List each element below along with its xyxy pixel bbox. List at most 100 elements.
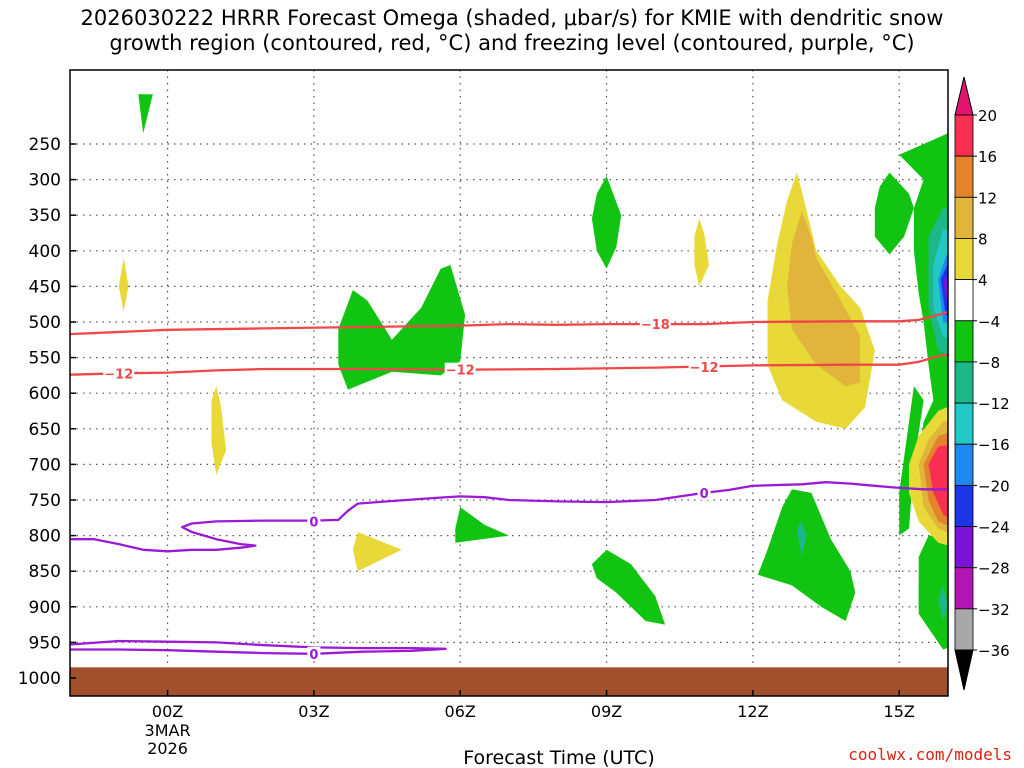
colorbar-label-1: 16 bbox=[978, 148, 997, 166]
y-tick-label-1000: 1000 bbox=[18, 669, 61, 689]
y-tick-label-550: 550 bbox=[29, 349, 61, 369]
contour-label-bg bbox=[103, 366, 135, 381]
omega-region-4 bbox=[694, 218, 709, 287]
contour-line-3 bbox=[70, 639, 447, 655]
contour-label-bg bbox=[697, 485, 711, 500]
y-tick-label-650: 650 bbox=[29, 420, 61, 440]
omega-region-20 bbox=[943, 273, 948, 308]
x-tick-label-15Z: 15Z bbox=[884, 702, 915, 721]
y-tick-label-400: 400 bbox=[29, 242, 61, 262]
y-tick-label-750: 750 bbox=[29, 491, 61, 511]
x-axis-label: Forecast Time (UTC) bbox=[463, 747, 654, 768]
x-tick-sublabel: 2026 bbox=[147, 739, 188, 758]
x-tick-sublabel: 3MAR bbox=[145, 721, 191, 740]
contour-label-bg bbox=[444, 362, 476, 377]
omega-region-3 bbox=[352, 532, 402, 572]
terrain-ground bbox=[70, 667, 948, 696]
colorbar-label-9: −20 bbox=[978, 477, 1010, 495]
omega-region-25 bbox=[918, 571, 948, 639]
terrain bbox=[70, 667, 948, 696]
colorbar-swatch-3 bbox=[954, 238, 974, 281]
y-tick-label-800: 800 bbox=[29, 527, 61, 547]
colorbar-swatch-0 bbox=[954, 114, 974, 157]
colorbar-label-4: 4 bbox=[978, 272, 988, 290]
omega-region-13 bbox=[796, 521, 807, 557]
colorbar-swatch-8 bbox=[954, 443, 974, 486]
y-tick-label-500: 500 bbox=[29, 313, 61, 333]
plot-frame bbox=[69, 69, 949, 697]
contour-label-1-2: −12 bbox=[690, 361, 719, 376]
y-tick-label-300: 300 bbox=[29, 171, 61, 191]
colorbar-label-6: −8 bbox=[978, 354, 1000, 372]
x-tick-label-12Z: 12Z bbox=[737, 702, 768, 721]
colorbar-label-7: −12 bbox=[978, 395, 1010, 413]
contour-line-0 bbox=[70, 310, 948, 336]
colorbar-swatch-10 bbox=[954, 526, 974, 569]
chart-title: 2026030222 HRRR Forecast Omega (shaded, … bbox=[0, 6, 1024, 56]
omega-region-10 bbox=[787, 211, 861, 387]
y-tick-label-900: 900 bbox=[29, 598, 61, 618]
colorbar-swatch-5 bbox=[954, 320, 974, 363]
x-tick-label-06Z: 06Z bbox=[445, 702, 476, 721]
omega-region-11 bbox=[874, 172, 914, 255]
omega-region-8 bbox=[591, 549, 666, 625]
y-tick-label-250: 250 bbox=[29, 135, 61, 155]
colorbar-swatch-12 bbox=[954, 608, 974, 651]
colorbar-label-0: 20 bbox=[978, 107, 997, 125]
grid-lines bbox=[70, 70, 948, 696]
contour-label-2-0: 0 bbox=[309, 515, 318, 530]
colorbar-label-5: −4 bbox=[978, 313, 1000, 331]
chart-title-line-1: 2026030222 HRRR Forecast Omega (shaded, … bbox=[80, 6, 944, 30]
y-tick-label-700: 700 bbox=[29, 455, 61, 475]
colorbar-swatch-1 bbox=[954, 155, 974, 198]
omega-region-5 bbox=[338, 265, 466, 390]
contour-label-1-1: −12 bbox=[446, 364, 475, 379]
colorbar: 20 16 12 8 4 −4 −8 −12 −16 −20 −24 −28 −32 −36 bbox=[954, 76, 1010, 691]
y-tick-label-600: 600 bbox=[29, 384, 61, 404]
omega-region-2 bbox=[211, 386, 227, 476]
colorbar-swatch-2 bbox=[954, 196, 974, 239]
x-tick-label-03Z: 03Z bbox=[298, 702, 329, 721]
colorbar-swatch-6 bbox=[954, 361, 974, 404]
omega-region-26 bbox=[938, 585, 948, 621]
colorbar-label-10: −24 bbox=[978, 519, 1010, 537]
y-tick-label-850: 850 bbox=[29, 562, 61, 582]
x-tick-label-09Z: 09Z bbox=[591, 702, 622, 721]
omega-region-12 bbox=[757, 489, 856, 621]
chart-title-line-2: growth region (contoured, red, °C) and f… bbox=[109, 31, 915, 55]
contour-label-bg bbox=[688, 359, 720, 374]
credit-text: coolwx.com/models bbox=[848, 745, 1012, 764]
colorbar-label-3: 8 bbox=[978, 230, 988, 248]
contour-label-0-0: −18 bbox=[641, 318, 670, 333]
colorbar-swatch-4 bbox=[954, 279, 974, 322]
colorbar-label-8: −16 bbox=[978, 436, 1010, 454]
contour-label-bg bbox=[307, 514, 321, 529]
colorbar-label-2: 12 bbox=[978, 189, 997, 207]
y-tick-label-950: 950 bbox=[29, 633, 61, 653]
colorbar-top-cap bbox=[954, 76, 974, 116]
contour-label-bg bbox=[307, 646, 321, 661]
colorbar-label-12: −32 bbox=[978, 601, 1010, 619]
contour-line-2 bbox=[70, 481, 948, 553]
omega-region-0 bbox=[138, 94, 153, 134]
x-tick-label-00Z: 00Z bbox=[152, 702, 183, 721]
contour-line-1 bbox=[70, 353, 948, 376]
axes: 250 300 350 400 450 500 550 600 650 700 750 800 850 9… bbox=[18, 135, 915, 768]
omega-region-24 bbox=[928, 445, 948, 518]
omega-region-19 bbox=[940, 263, 948, 316]
colorbar-swatch-11 bbox=[954, 567, 974, 610]
colorbar-label-13: −36 bbox=[978, 642, 1010, 660]
omega-region-1 bbox=[118, 257, 129, 312]
omega-region-6 bbox=[455, 507, 509, 543]
omega-region-7 bbox=[591, 176, 622, 269]
y-tick-label-450: 450 bbox=[29, 277, 61, 297]
colorbar-bottom-cap bbox=[954, 649, 974, 691]
temperature-contours: −18 −12 −12 −12 0 0 0 bbox=[70, 310, 948, 663]
contour-label-1-0: −12 bbox=[104, 367, 133, 382]
colorbar-swatch-7 bbox=[954, 402, 974, 445]
y-tick-label-350: 350 bbox=[29, 206, 61, 226]
colorbar-label-11: −28 bbox=[978, 560, 1010, 578]
contour-label-3-0: 0 bbox=[309, 648, 318, 663]
contour-label-2-1: 0 bbox=[700, 487, 709, 502]
